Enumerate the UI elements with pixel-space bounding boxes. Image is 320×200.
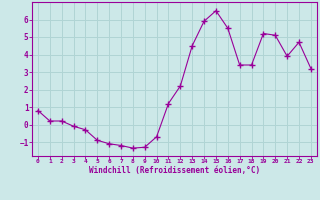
X-axis label: Windchill (Refroidissement éolien,°C): Windchill (Refroidissement éolien,°C) (89, 166, 260, 175)
